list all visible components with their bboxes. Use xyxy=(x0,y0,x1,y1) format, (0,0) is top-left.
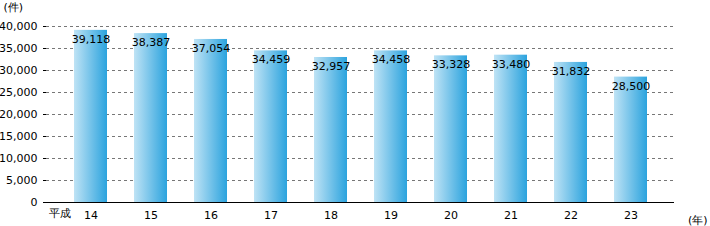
svg-text:19: 19 xyxy=(384,209,398,222)
svg-text:33,328: 33,328 xyxy=(432,58,471,71)
svg-text:(件): (件) xyxy=(4,1,24,14)
svg-text:15: 15 xyxy=(144,209,158,222)
svg-text:0: 0 xyxy=(31,196,38,209)
svg-text:15,000: 15,000 xyxy=(0,130,38,143)
svg-text:18: 18 xyxy=(324,209,338,222)
svg-text:39,118: 39,118 xyxy=(72,33,111,46)
svg-text:33,480: 33,480 xyxy=(492,58,531,71)
svg-text:31,832: 31,832 xyxy=(552,65,591,78)
svg-text:32,957: 32,957 xyxy=(312,60,351,73)
svg-text:38,387: 38,387 xyxy=(132,36,171,49)
svg-text:平成: 平成 xyxy=(49,207,71,220)
svg-text:34,459: 34,459 xyxy=(252,53,291,66)
svg-text:5,000: 5,000 xyxy=(6,174,38,187)
svg-text:21: 21 xyxy=(504,209,518,222)
svg-text:23: 23 xyxy=(624,209,638,222)
svg-text:14: 14 xyxy=(84,209,98,222)
svg-text:(年): (年) xyxy=(688,214,708,226)
svg-text:22: 22 xyxy=(564,209,578,222)
svg-text:20: 20 xyxy=(444,209,458,222)
svg-text:30,000: 30,000 xyxy=(0,64,38,77)
svg-text:25,000: 25,000 xyxy=(0,86,38,99)
svg-text:10,000: 10,000 xyxy=(0,152,38,165)
svg-text:16: 16 xyxy=(204,209,218,222)
svg-text:34,458: 34,458 xyxy=(372,53,411,66)
svg-text:17: 17 xyxy=(264,209,278,222)
svg-text:20,000: 20,000 xyxy=(0,108,38,121)
svg-text:35,000: 35,000 xyxy=(0,42,38,55)
svg-text:28,500: 28,500 xyxy=(612,80,651,93)
svg-text:40,000: 40,000 xyxy=(0,20,38,33)
svg-text:37,054: 37,054 xyxy=(192,42,231,55)
